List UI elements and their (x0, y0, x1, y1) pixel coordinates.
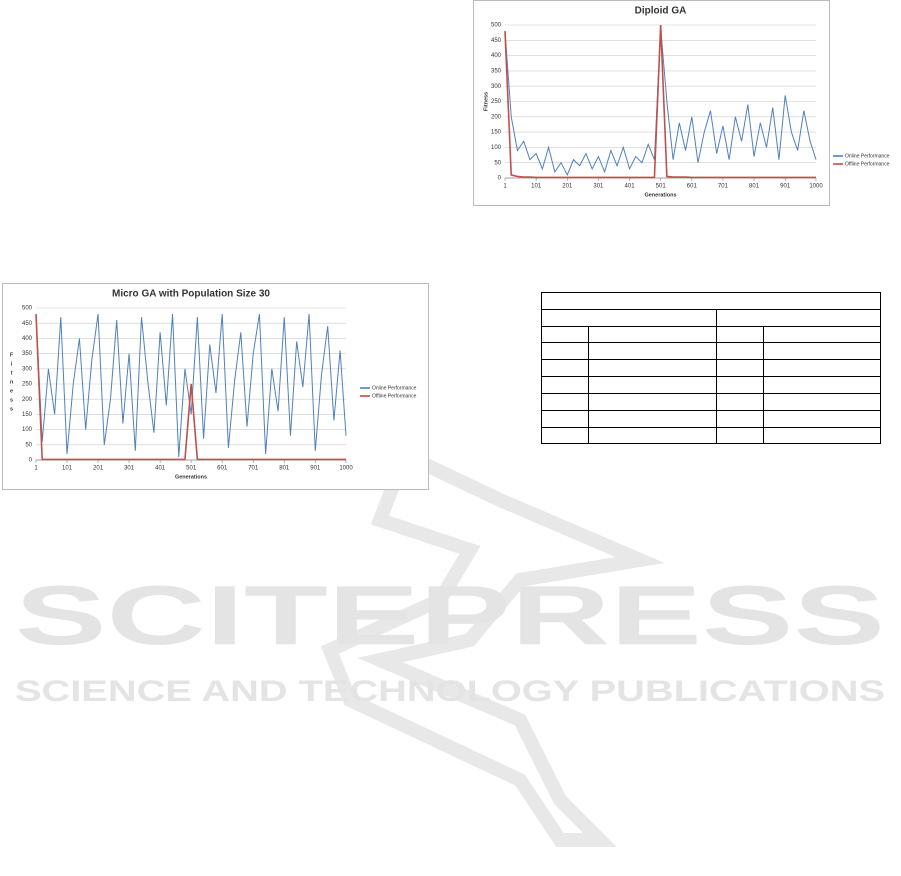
chart-title: Micro GA with Population Size 30 (112, 289, 270, 300)
x-tick-label: 1 (503, 184, 507, 190)
watermark-logo (321, 445, 665, 847)
table-border (541, 292, 881, 444)
table (541, 292, 881, 444)
y-tick-label: 300 (22, 366, 33, 372)
x-tick-label: 1000 (809, 184, 823, 190)
y-tick-label: 250 (491, 99, 502, 105)
y-tick-label: 100 (22, 427, 33, 433)
legend-label: Offline Performance (845, 161, 890, 167)
x-tick-label: 501 (186, 466, 197, 472)
chart: Diploid GA 0 50 100 150 200 250 300 350 400 450 500… (473, 0, 890, 206)
y-tick-label: 250 (22, 382, 33, 388)
x-axis-label: Generations (175, 474, 207, 480)
x-tick-label: 901 (310, 466, 321, 472)
legend-label: Online Performance (845, 153, 890, 159)
y-tick-label: 0 (29, 458, 33, 464)
x-tick-label: 601 (217, 466, 228, 472)
series-line (35, 314, 347, 457)
y-tick-label: 200 (491, 114, 502, 120)
y-tick-label: 450 (22, 321, 33, 327)
x-tick-label: 1000 (339, 466, 353, 472)
x-tick-label: 101 (531, 184, 542, 190)
y-tick-label: 350 (22, 351, 33, 357)
legend-label: Online Performance (372, 385, 417, 391)
y-tick-label: 400 (491, 53, 502, 59)
y-tick-label: 50 (25, 442, 32, 448)
x-tick-label: 101 (62, 466, 73, 472)
x-tick-label: 1 (34, 466, 38, 472)
x-tick-label: 801 (279, 466, 290, 472)
x-tick-label: 201 (562, 184, 573, 190)
watermark-subtitle: SCIENCE AND TECHNOLOGY PUBLICATIONS (15, 675, 885, 708)
y-tick-label: 150 (491, 130, 502, 136)
chart-frame (473, 0, 830, 206)
watermark: SCITEPRESS SCIENCE AND TECHNOLOGY PUBLIC… (15, 445, 885, 847)
y-tick-label: 200 (22, 397, 33, 403)
x-tick-label: 501 (656, 184, 667, 190)
series-line (35, 314, 346, 461)
x-tick-label: 701 (718, 184, 729, 190)
series-line (504, 24, 816, 179)
y-tick-label: 400 (22, 336, 33, 342)
x-tick-label: 301 (124, 466, 135, 472)
y-tick-label: 500 (22, 306, 33, 312)
x-tick-label: 901 (780, 184, 791, 190)
y-tick-label: 50 (494, 160, 501, 166)
watermark-title: SCITEPRESS (15, 568, 885, 662)
x-tick-label: 401 (625, 184, 636, 190)
y-tick-label: 0 (498, 176, 502, 182)
legend-label: Offline Performance (372, 393, 417, 399)
y-tick-label: 300 (491, 84, 502, 90)
x-tick-label: 801 (749, 184, 760, 190)
x-tick-label: 201 (93, 466, 104, 472)
x-tick-label: 701 (248, 466, 259, 472)
x-tick-label: 401 (155, 466, 166, 472)
chart-title: Diploid GA (635, 6, 687, 17)
x-tick-label: 601 (687, 184, 698, 190)
y-tick-label: 500 (491, 23, 502, 29)
y-tick-label: 350 (491, 68, 502, 74)
y-axis-label: Fitness (9, 353, 15, 416)
chart: Micro GA with Population Size 3005010015… (2, 283, 429, 490)
y-tick-label: 450 (491, 38, 502, 44)
y-axis-label: Fitness (483, 92, 489, 111)
y-tick-label: 150 (22, 412, 33, 418)
x-axis-label: Generations (644, 192, 676, 198)
x-tick-label: 301 (593, 184, 604, 190)
y-tick-label: 100 (491, 145, 502, 151)
